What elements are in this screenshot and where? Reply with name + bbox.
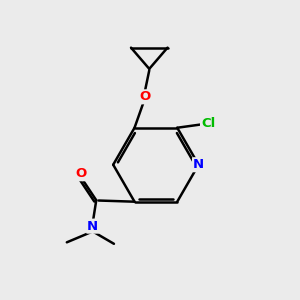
Text: O: O (75, 167, 86, 180)
Text: Cl: Cl (201, 117, 215, 130)
Text: N: N (193, 158, 204, 171)
Text: N: N (87, 220, 98, 232)
Text: O: O (139, 90, 151, 103)
